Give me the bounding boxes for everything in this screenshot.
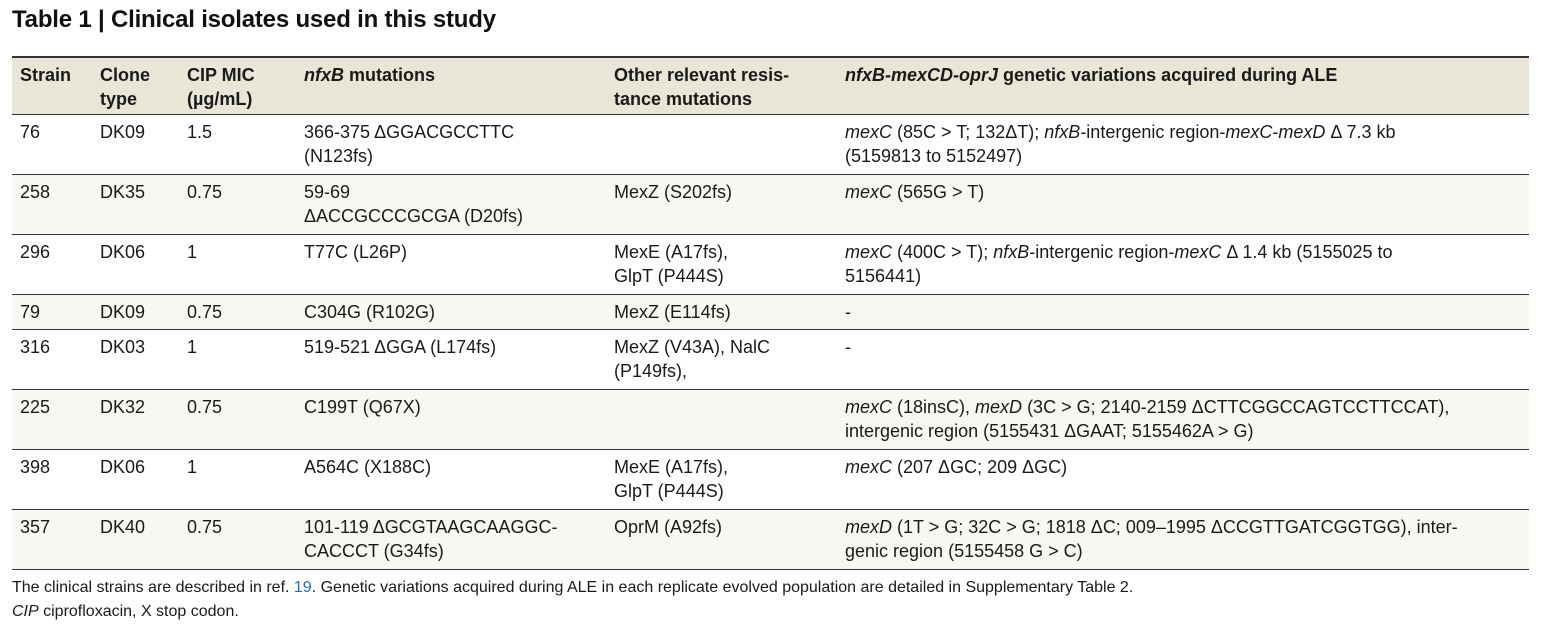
cell-clone-type: DK32: [92, 389, 179, 450]
table-title: Table 1 | Clinical isolates used in this…: [12, 6, 496, 33]
header-strain: Strain: [12, 56, 92, 115]
table-row: 258 DK35 0.75 59-69 ΔACCGCCCGCGA (D20fs) MexZ…: [12, 174, 1529, 235]
cell-ale-variations: mexC (207 ΔGC; 209 ΔGC): [837, 449, 1529, 510]
header-clone-type: Clone type: [92, 56, 179, 115]
table-row: 79 DK09 0.75 C304G (R102G) MexZ (E114fs) -: [12, 294, 1529, 330]
cell-other-mutations: MexE (A17fs), GlpT (P444S): [606, 449, 837, 510]
cell-other-mutations: MexE (A17fs), GlpT (P444S): [606, 234, 837, 295]
table-row: 316 DK03 1 519-521 ΔGGA (L174fs) MexZ (V43A)…: [12, 329, 1529, 390]
footnote-line-1: The clinical strains are described in re…: [12, 579, 1134, 596]
header-nfxb-mutations: nfxB mutations: [296, 56, 606, 115]
cell-ale-variations: mexD (1T > G; 32C > G; 1818 ΔC; 009–1995…: [837, 509, 1529, 570]
cell-clone-type: DK06: [92, 234, 179, 295]
cell-ale-variations: -: [837, 329, 1529, 390]
cell-nfxb-mutations: C199T (Q67X): [296, 389, 606, 450]
cell-cip-mic: 1: [179, 234, 296, 295]
footnote-line-2: CIP ciprofloxacin, X stop codon.: [12, 603, 239, 620]
cell-other-mutations: [606, 114, 837, 175]
cell-strain: 398: [12, 449, 92, 510]
header-cip-mic: CIP MIC (µg/mL): [179, 56, 296, 115]
table-row: 225 DK32 0.75 C199T (Q67X) mexC (18insC), me…: [12, 389, 1529, 450]
cell-ale-variations: mexC (565G > T): [837, 174, 1529, 235]
table-row: 76 DK09 1.5 366-375 ΔGGACGCCTTC (N123fs) mexC…: [12, 114, 1529, 175]
cell-strain: 357: [12, 509, 92, 570]
header-ale-variations: nfxB-mexCD-oprJ genetic variations acqui…: [837, 56, 1529, 115]
cell-nfxb-mutations: 59-69 ΔACCGCCCGCGA (D20fs): [296, 174, 606, 235]
cell-strain: 316: [12, 329, 92, 390]
cell-cip-mic: 0.75: [179, 389, 296, 450]
cell-clone-type: DK40: [92, 509, 179, 570]
cell-clone-type: DK06: [92, 449, 179, 510]
cell-nfxb-mutations: A564C (X188C): [296, 449, 606, 510]
cell-clone-type: DK09: [92, 114, 179, 175]
table-row: 296 DK06 1 T77C (L26P) MexE (A17fs), GlpT (P4…: [12, 234, 1529, 295]
cell-cip-mic: 0.75: [179, 294, 296, 330]
cell-ale-variations: -: [837, 294, 1529, 330]
table-row: 357 DK40 0.75 101-119 ΔGCGTAAGCAAGGC- CACCCT…: [12, 509, 1529, 570]
cell-strain: 225: [12, 389, 92, 450]
header-other-resistance-mutations: Other relevant resis-tance mutations: [606, 56, 837, 115]
cell-other-mutations: MexZ (V43A), NalC (P149fs),: [606, 329, 837, 390]
cell-strain: 76: [12, 114, 92, 175]
cell-cip-mic: 0.75: [179, 509, 296, 570]
clinical-isolates-table: Strain Clone type CIP MIC (µg/mL) nfxB mut…: [12, 56, 1529, 570]
cell-other-mutations: MexZ (S202fs): [606, 174, 837, 235]
cell-other-mutations: MexZ (E114fs): [606, 294, 837, 330]
cell-ale-variations: mexC (85C > T; 132ΔT); nfxB-intergenic r…: [837, 114, 1529, 175]
cell-cip-mic: 1.5: [179, 114, 296, 175]
cell-ale-variations: mexC (400C > T); nfxB-intergenic region-…: [837, 234, 1529, 295]
cell-other-mutations: [606, 389, 837, 450]
cell-strain: 258: [12, 174, 92, 235]
table-body: 76 DK09 1.5 366-375 ΔGGACGCCTTC (N123fs) mexC…: [12, 114, 1529, 570]
cell-ale-variations: mexC (18insC), mexD (3C > G; 2140-2159 Δ…: [837, 389, 1529, 450]
cell-cip-mic: 1: [179, 329, 296, 390]
cell-cip-mic: 0.75: [179, 174, 296, 235]
cell-nfxb-mutations: T77C (L26P): [296, 234, 606, 295]
cell-clone-type: DK03: [92, 329, 179, 390]
reference-link[interactable]: 19: [293, 579, 312, 596]
cell-nfxb-mutations: C304G (R102G): [296, 294, 606, 330]
cell-nfxb-mutations: 101-119 ΔGCGTAAGCAAGGC- CACCCT (G34fs): [296, 509, 606, 570]
cell-clone-type: DK09: [92, 294, 179, 330]
cell-cip-mic: 1: [179, 449, 296, 510]
table-header-row: Strain Clone type CIP MIC (µg/mL) nfxB mut…: [12, 56, 1529, 115]
cell-nfxb-mutations: 519-521 ΔGGA (L174fs): [296, 329, 606, 390]
cell-nfxb-mutations: 366-375 ΔGGACGCCTTC (N123fs): [296, 114, 606, 175]
cell-other-mutations: OprM (A92fs): [606, 509, 837, 570]
table-row: 398 DK06 1 A564C (X188C) MexE (A17fs), GlpT (…: [12, 449, 1529, 510]
cell-strain: 79: [12, 294, 92, 330]
cell-strain: 296: [12, 234, 92, 295]
cell-clone-type: DK35: [92, 174, 179, 235]
